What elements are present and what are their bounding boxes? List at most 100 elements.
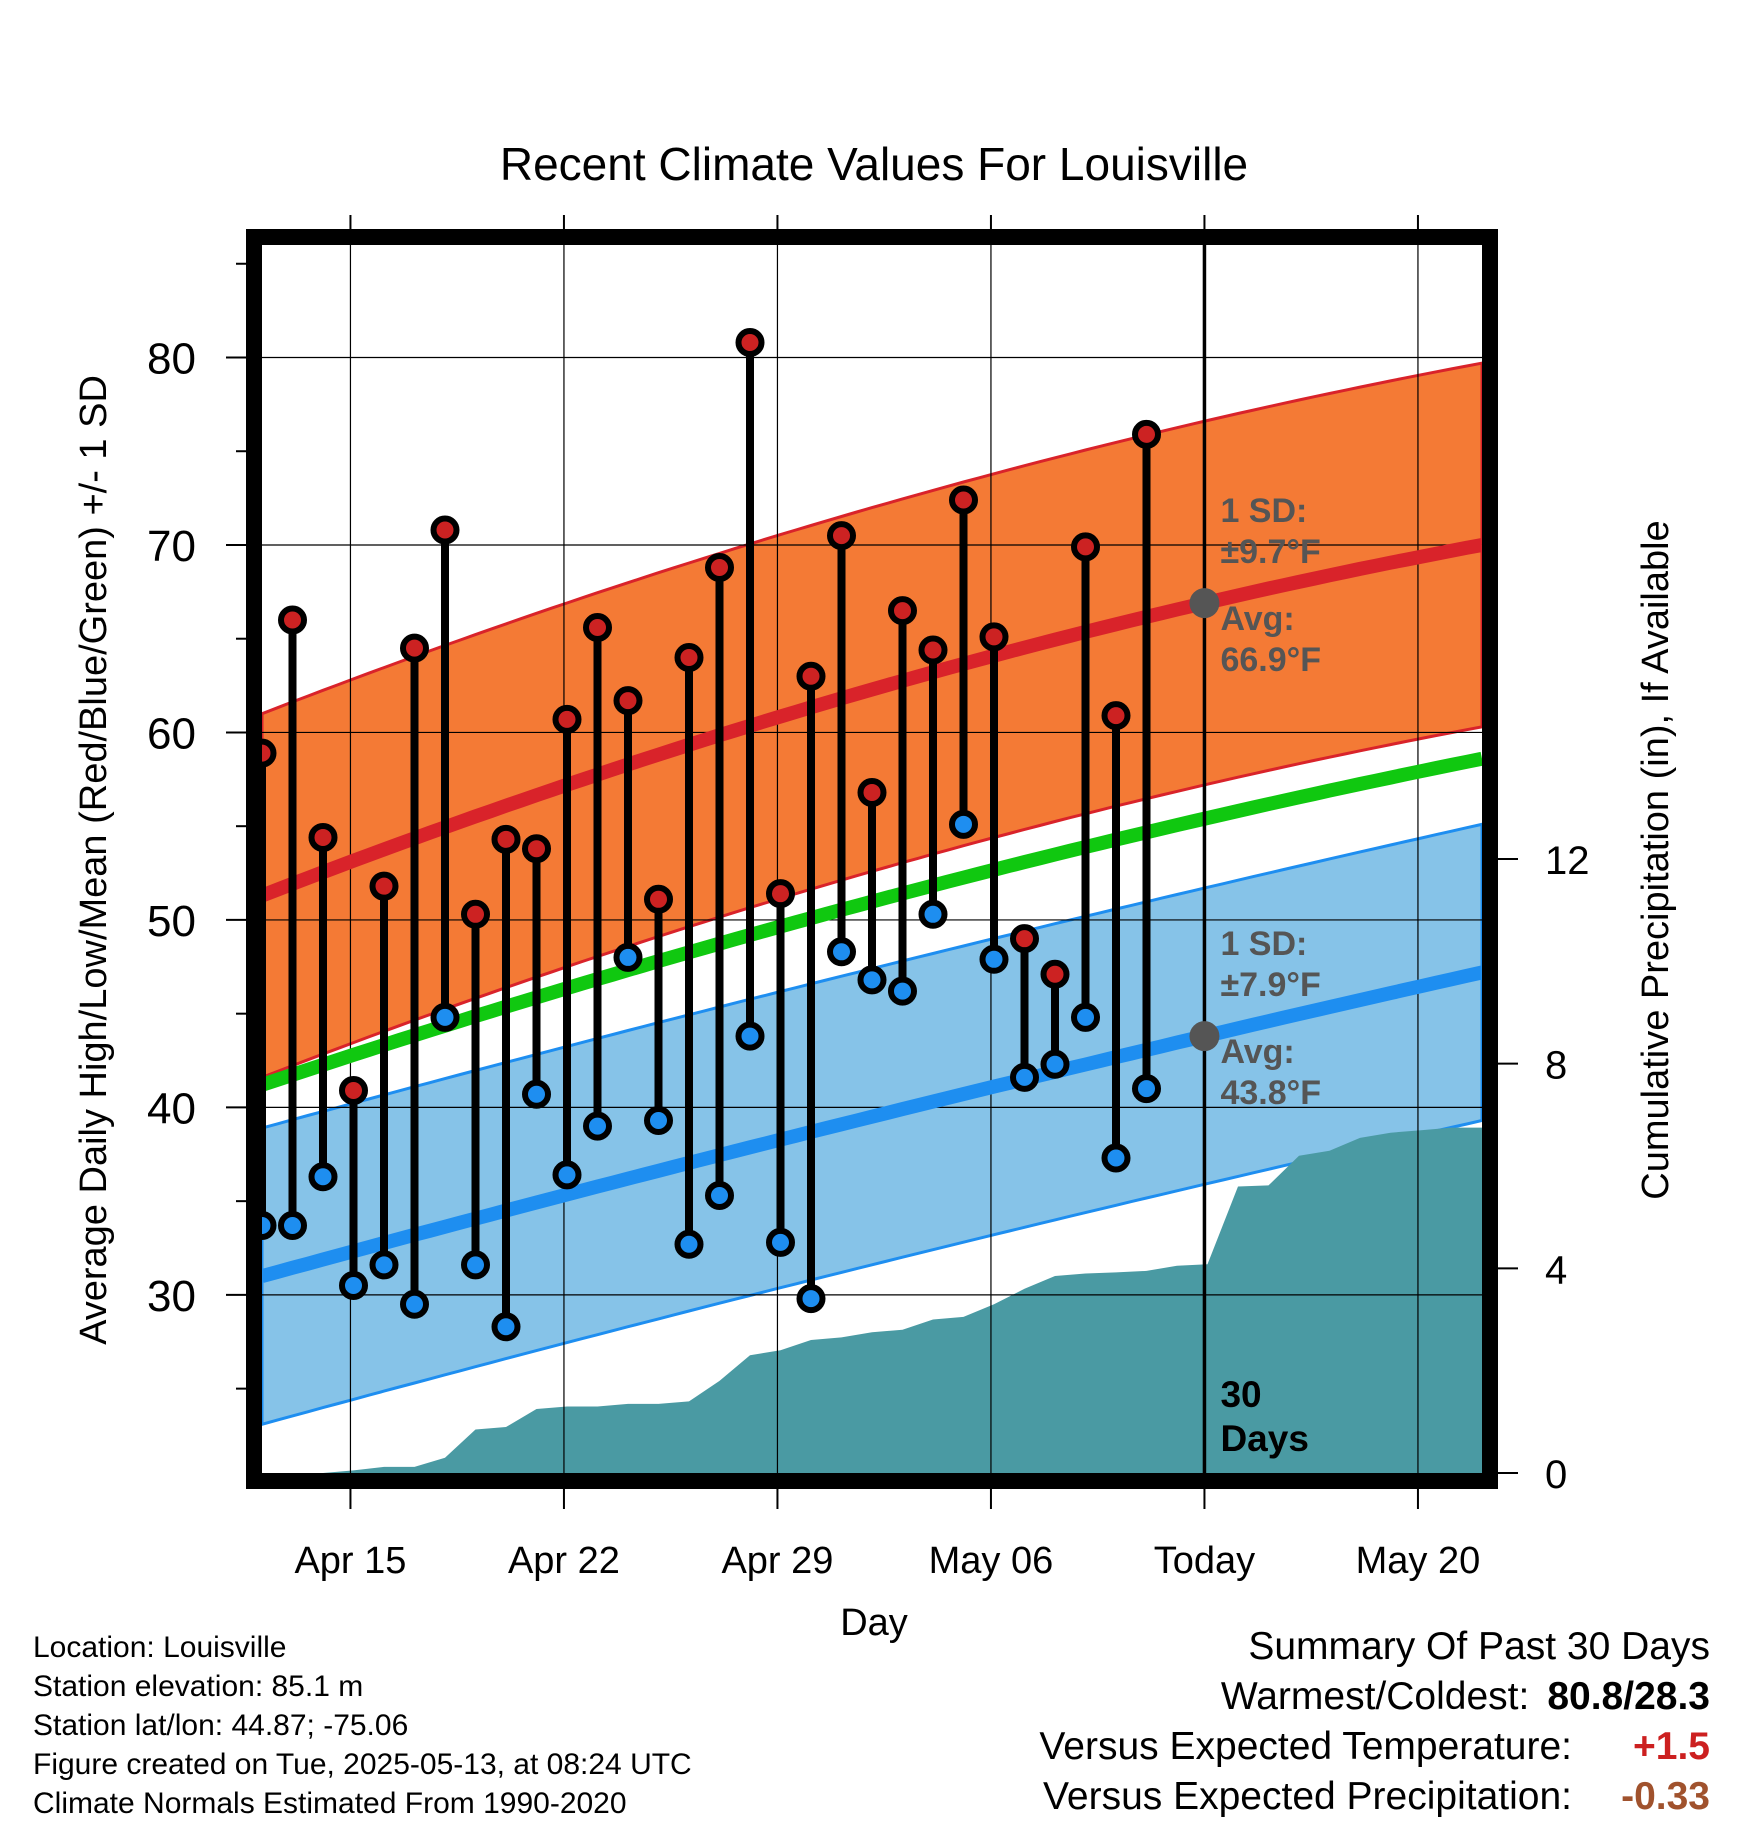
normal-low-line (262, 965, 1482, 1283)
daily-high-marker (1010, 924, 1039, 954)
summary-panel: Summary Of Past 30 Days Warmest/Coldest:… (1039, 1622, 1710, 1822)
daily-low-marker (796, 1284, 826, 1314)
plot-frame (246, 229, 1498, 1489)
daily-low-marker (888, 976, 917, 1006)
daily-high-marker (339, 1076, 368, 1106)
x-tick-label: May 20 (1356, 1540, 1481, 1582)
daily-low-marker (430, 1002, 460, 1032)
summary-warm-cold: Warmest/Coldest: 80.8/28.3 (1039, 1672, 1710, 1722)
daily-high-marker (262, 738, 277, 768)
y-tick-label: 30 (147, 1272, 196, 1321)
summary-precip: Versus Expected Precipitation: -0.33 (1039, 1772, 1710, 1822)
daily-low-marker (308, 1162, 338, 1192)
daily-high-marker (705, 552, 734, 582)
y-tick-label: 50 (147, 897, 196, 946)
daily-low-marker (979, 944, 1009, 974)
warm-cold-value: 80.8/28.3 (1547, 1675, 1710, 1718)
high-avg-value: 66.9°F (1220, 641, 1321, 679)
daily-high-marker (583, 612, 612, 642)
daily-low-marker (674, 1229, 704, 1259)
today-low-avg-dot (1189, 1021, 1220, 1052)
y-tick-label: 80 (147, 334, 196, 383)
info-latlon: Station lat/lon: 44.87; -75.06 (33, 1709, 409, 1742)
info-location: Location: Louisville (33, 1631, 287, 1664)
daily-high-marker (735, 327, 765, 357)
station-info: Location: Louisville Station elevation: … (33, 1628, 692, 1823)
daily-low-marker (552, 1160, 582, 1190)
daily-high-marker (949, 485, 978, 515)
chart-title: Recent Climate Values For Louisville (500, 138, 1248, 190)
daily-low-marker (491, 1312, 521, 1342)
daily-high-marker (827, 521, 856, 551)
info-normals: Climate Normals Estimated From 1990-2020 (33, 1787, 627, 1820)
daily-high-marker (430, 515, 460, 545)
daily-high-marker (674, 642, 704, 672)
daily-high-marker (278, 605, 307, 635)
summary-title: Summary Of Past 30 Days (1248, 1625, 1710, 1668)
low-sd-band (262, 822, 1482, 1426)
low-avg-value: 43.8°F (1220, 1074, 1321, 1112)
y2-tick-label: 12 (1545, 839, 1590, 883)
y2-tick-label: 8 (1545, 1044, 1567, 1088)
daily-high-marker (1101, 701, 1131, 731)
info-created: Figure created on Tue, 2025-05-13, at 08… (33, 1748, 692, 1781)
daily-low-marker (613, 942, 643, 972)
today-high-avg-dot (1189, 588, 1220, 619)
y-tick-label: 70 (147, 522, 196, 571)
days-label: Days (1220, 1418, 1308, 1459)
daily-low-marker (644, 1106, 673, 1136)
daily-low-marker (735, 1021, 765, 1051)
precip-value: -0.33 (1621, 1775, 1710, 1818)
daily-low-marker (262, 1211, 277, 1241)
daily-low-marker (1040, 1049, 1070, 1079)
high-avg-label: Avg: (1220, 600, 1294, 638)
days-count: 30 (1220, 1374, 1261, 1415)
daily-high-marker (979, 622, 1009, 652)
daily-high-marker (461, 899, 490, 929)
daily-low-marker (339, 1271, 368, 1301)
x-axis-label: Day (840, 1602, 908, 1644)
daily-low-marker (1132, 1074, 1161, 1104)
low-sd-label: 1 SD: (1220, 925, 1307, 963)
summary-temp: Versus Expected Temperature: +1.5 (1039, 1722, 1710, 1772)
normal-high-line (262, 538, 1482, 903)
low-sd-value: ±7.9°F (1220, 966, 1320, 1004)
daily-low-marker (278, 1211, 307, 1241)
y-axis-label: Average Daily High/Low/Mean (Red/Blue/Gr… (73, 375, 115, 1345)
daily-high-marker (1132, 419, 1161, 449)
daily-low-marker (583, 1111, 612, 1141)
daily-high-marker (1071, 532, 1100, 562)
info-elevation: Station elevation: 85.1 m (33, 1670, 364, 1703)
low-avg-label: Avg: (1220, 1033, 1294, 1071)
daily-high-marker (369, 871, 399, 901)
x-tick-label: Today (1154, 1540, 1255, 1582)
y2-axis-label: Cumulative Precipitation (in), If Availa… (1635, 520, 1677, 1199)
y-tick-label: 60 (147, 709, 196, 758)
daily-high-marker (613, 686, 643, 716)
daily-high-marker (918, 635, 948, 665)
daily-low-marker (369, 1250, 399, 1280)
daily-low-marker (857, 965, 887, 995)
daily-low-marker (1010, 1062, 1039, 1092)
y2-tick-label: 0 (1545, 1453, 1567, 1497)
daily-low-marker (949, 809, 978, 839)
daily-low-marker (1071, 1002, 1100, 1032)
daily-high-marker (491, 824, 521, 854)
high-sd-value: ±9.7°F (1220, 533, 1320, 571)
daily-low-marker (918, 899, 948, 929)
daily-low-marker (827, 937, 856, 967)
high-sd-label: 1 SD: (1220, 492, 1307, 530)
daily-high-marker (400, 633, 429, 663)
temp-label: Versus Expected Temperature: (1039, 1725, 1572, 1768)
daily-high-marker (766, 879, 795, 909)
temp-value: +1.5 (1633, 1725, 1710, 1768)
y-tick-label: 40 (147, 1084, 196, 1133)
x-tick-label: May 06 (929, 1540, 1054, 1582)
daily-high-marker (308, 822, 338, 852)
daily-high-marker (888, 596, 917, 626)
y2-tick-label: 4 (1545, 1248, 1567, 1292)
x-tick-label: Apr 22 (508, 1540, 620, 1582)
daily-low-marker (461, 1250, 490, 1280)
